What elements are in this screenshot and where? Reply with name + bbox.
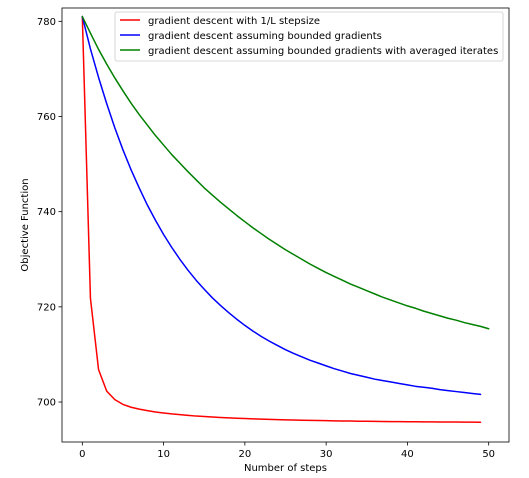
- series-line-2: [81, 15, 482, 396]
- series-layer: [81, 15, 490, 423]
- y-tick-label: 780: [37, 17, 56, 28]
- legend-label-1: gradient descent with 1/L stepsize: [148, 16, 320, 27]
- legend-box: [114, 11, 504, 62]
- x-tick-label: 10: [157, 449, 170, 460]
- x-tick-label: 0: [79, 449, 85, 460]
- x-tick-label: 20: [238, 449, 251, 460]
- x-tick-label: 50: [482, 449, 495, 460]
- plot-background: [62, 8, 509, 442]
- y-axis-title: Objective Function: [20, 178, 31, 271]
- y-tick-label: 760: [37, 112, 56, 123]
- x-axis-title: Number of steps: [244, 463, 327, 474]
- y-tick-label: 700: [37, 398, 56, 409]
- y-tick-label: 720: [37, 302, 56, 313]
- y-tick-label: 740: [37, 207, 56, 218]
- x-tick-label: 40: [401, 449, 414, 460]
- legend: gradient descent with 1/L stepsize gradi…: [114, 11, 504, 62]
- legend-label-2: gradient descent assuming bounded gradie…: [148, 31, 382, 42]
- series-line-1: [81, 15, 482, 423]
- legend-label-3: gradient descent assuming bounded gradie…: [148, 46, 498, 57]
- x-tick-label: 30: [320, 449, 333, 460]
- plot-frame: [61, 7, 510, 443]
- tick-layer: 0 10 20 30 40 50 700 720 740 760 780: [37, 17, 495, 460]
- series-line-3: [81, 15, 490, 330]
